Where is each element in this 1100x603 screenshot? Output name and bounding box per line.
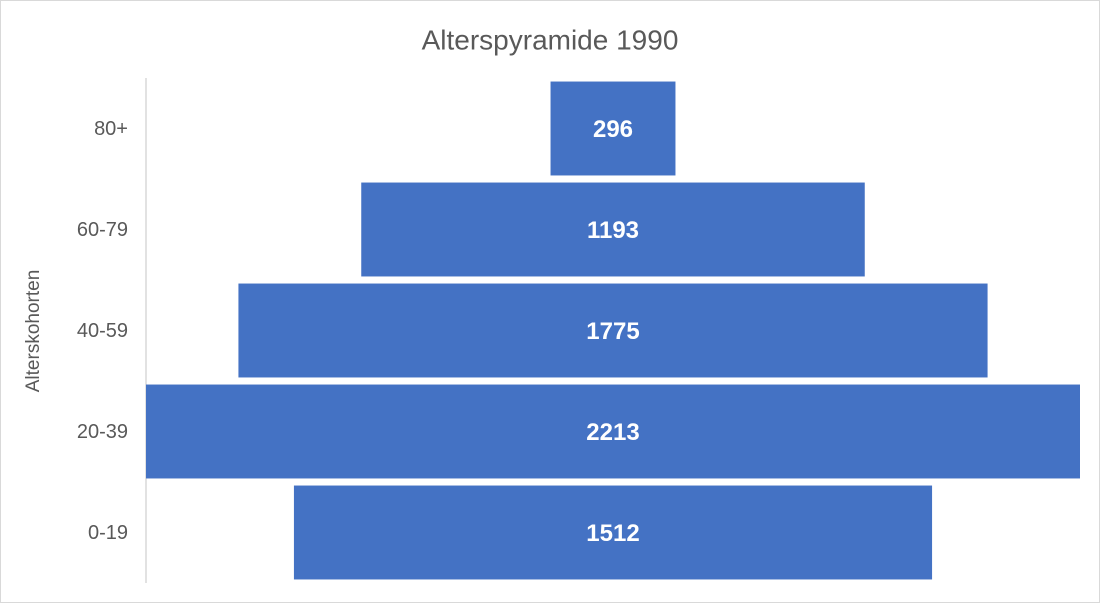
value-label: 2213 [586, 419, 639, 446]
y-tick-label: 20-39 [77, 421, 128, 443]
value-label: 296 [593, 116, 633, 143]
y-tick-label: 40-59 [77, 320, 128, 342]
value-label: 1193 [587, 217, 639, 244]
bar [238, 283, 988, 378]
bar [146, 384, 1080, 479]
y-tick-label: 80+ [94, 118, 128, 140]
y-tick-label: 60-79 [77, 219, 128, 241]
y-tick-label: 0-19 [88, 522, 128, 544]
y-axis-title: Alterskohorten [23, 270, 44, 393]
chart-title: Alterspyramide 1990 [422, 24, 679, 55]
value-label: 1512 [586, 520, 639, 547]
bar [361, 182, 865, 277]
bar [293, 485, 933, 580]
value-label: 1775 [586, 318, 639, 345]
bar [550, 81, 676, 176]
